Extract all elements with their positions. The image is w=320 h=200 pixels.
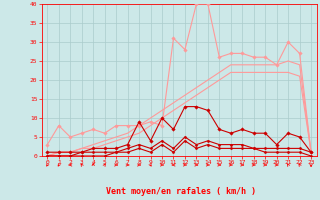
Text: Vent moyen/en rafales ( km/h ): Vent moyen/en rafales ( km/h ) [106,187,256,196]
